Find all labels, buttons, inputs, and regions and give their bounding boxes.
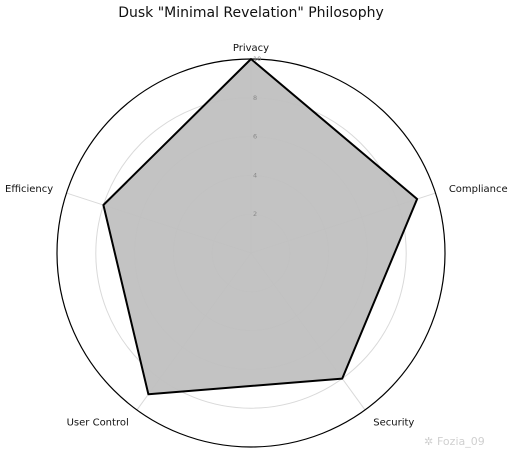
axis-label: Efficiency: [5, 184, 53, 195]
radial-tick-label: 8: [253, 94, 257, 102]
axis-label: Privacy: [233, 43, 269, 54]
data-polygon: [102, 58, 419, 396]
radial-tick-label: 4: [253, 171, 257, 179]
chart-title: Dusk "Minimal Revelation" Philosophy: [118, 5, 384, 21]
watermark: ✲ Fozia_09: [424, 435, 485, 448]
radial-tick-label: 6: [253, 133, 257, 141]
watermark-icon: ✲: [424, 435, 433, 448]
axis-label: Security: [373, 417, 414, 428]
watermark-text: Fozia_09: [437, 435, 485, 448]
radial-tick-label: 10: [253, 55, 261, 63]
outer-circle: [56, 58, 446, 448]
radial-tick-label: 2: [253, 210, 257, 218]
axis-label: Compliance: [449, 184, 508, 195]
data-layer: [56, 58, 446, 448]
axis-label: User Control: [67, 417, 129, 428]
